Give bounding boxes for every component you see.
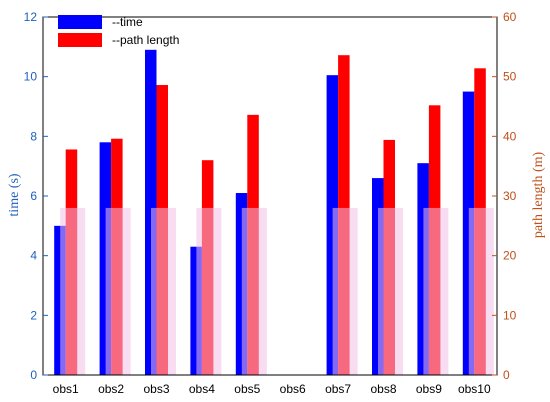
left-tick-label: 10 xyxy=(24,70,38,84)
left-tick-label: 6 xyxy=(30,189,37,203)
overlay-band-obs10 xyxy=(468,207,494,375)
left-tick-label: 2 xyxy=(30,308,37,322)
bar-time-obs9 xyxy=(417,163,429,375)
bar-time-obs10 xyxy=(462,91,475,375)
overlay-band-obs1 xyxy=(60,207,86,375)
bar-time-obs7 xyxy=(326,75,339,376)
overlay-band-obs2 xyxy=(105,207,131,375)
right-tick-label: 30 xyxy=(503,189,517,203)
x-tick-label: obs10 xyxy=(458,382,491,396)
right-axis-title: path length (m) xyxy=(531,152,546,239)
left-axis-ticks: 0 2 4 6 8 10 12 xyxy=(24,10,48,382)
plot-area xyxy=(42,16,498,376)
overlay-band-obs3 xyxy=(151,207,176,375)
left-tick-label: 8 xyxy=(30,129,37,143)
x-tick-label: obs8 xyxy=(370,382,396,396)
x-tick-label: obs7 xyxy=(325,382,351,396)
overlay-band-obs9 xyxy=(423,207,449,375)
x-tick-label: obs5 xyxy=(234,382,260,396)
right-axis-ticks: 0 10 20 30 40 50 60 xyxy=(492,10,517,382)
bar-time-obs8 xyxy=(372,178,384,375)
legend: --time --path length xyxy=(58,15,179,47)
right-tick-label: 10 xyxy=(503,308,517,322)
x-tick-label: obs2 xyxy=(98,382,124,396)
left-tick-label: 12 xyxy=(24,10,38,24)
x-axis-ticks: obs1 obs2 obs3 obs4 obs5 obs6 obs7 obs8 obs9 obs1… xyxy=(53,382,491,396)
legend-label-time: --time xyxy=(112,15,143,29)
overlay-band-obs8 xyxy=(378,207,403,375)
right-tick-label: 60 xyxy=(503,10,517,24)
legend-swatch-time xyxy=(58,15,102,29)
overlay-band-obs7 xyxy=(332,207,358,375)
left-tick-label: 4 xyxy=(30,249,37,263)
x-tick-label: obs9 xyxy=(416,382,442,396)
x-tick-label: obs1 xyxy=(53,382,79,396)
legend-label-path-length: --path length xyxy=(112,33,179,47)
left-axis-title: time (s) xyxy=(7,173,22,216)
bar-time-obs5 xyxy=(235,193,248,375)
bar-time-obs3 xyxy=(145,49,157,376)
right-tick-label: 50 xyxy=(503,70,517,84)
right-tick-label: 40 xyxy=(503,129,517,143)
overlay-band-obs4 xyxy=(196,207,222,375)
right-tick-label: 0 xyxy=(503,368,510,382)
right-tick-label: 20 xyxy=(503,249,517,263)
x-tick-label: obs4 xyxy=(189,382,215,396)
legend-swatch-path-length xyxy=(58,33,102,47)
overlay-band-obs5 xyxy=(241,207,267,375)
bar-time-obs2 xyxy=(99,142,112,375)
bar-time-obs4 xyxy=(190,246,202,375)
left-tick-label: 0 xyxy=(30,368,37,382)
bar-time-obs1 xyxy=(54,225,66,375)
x-tick-label: obs6 xyxy=(280,382,306,396)
x-tick-label: obs3 xyxy=(143,382,169,396)
